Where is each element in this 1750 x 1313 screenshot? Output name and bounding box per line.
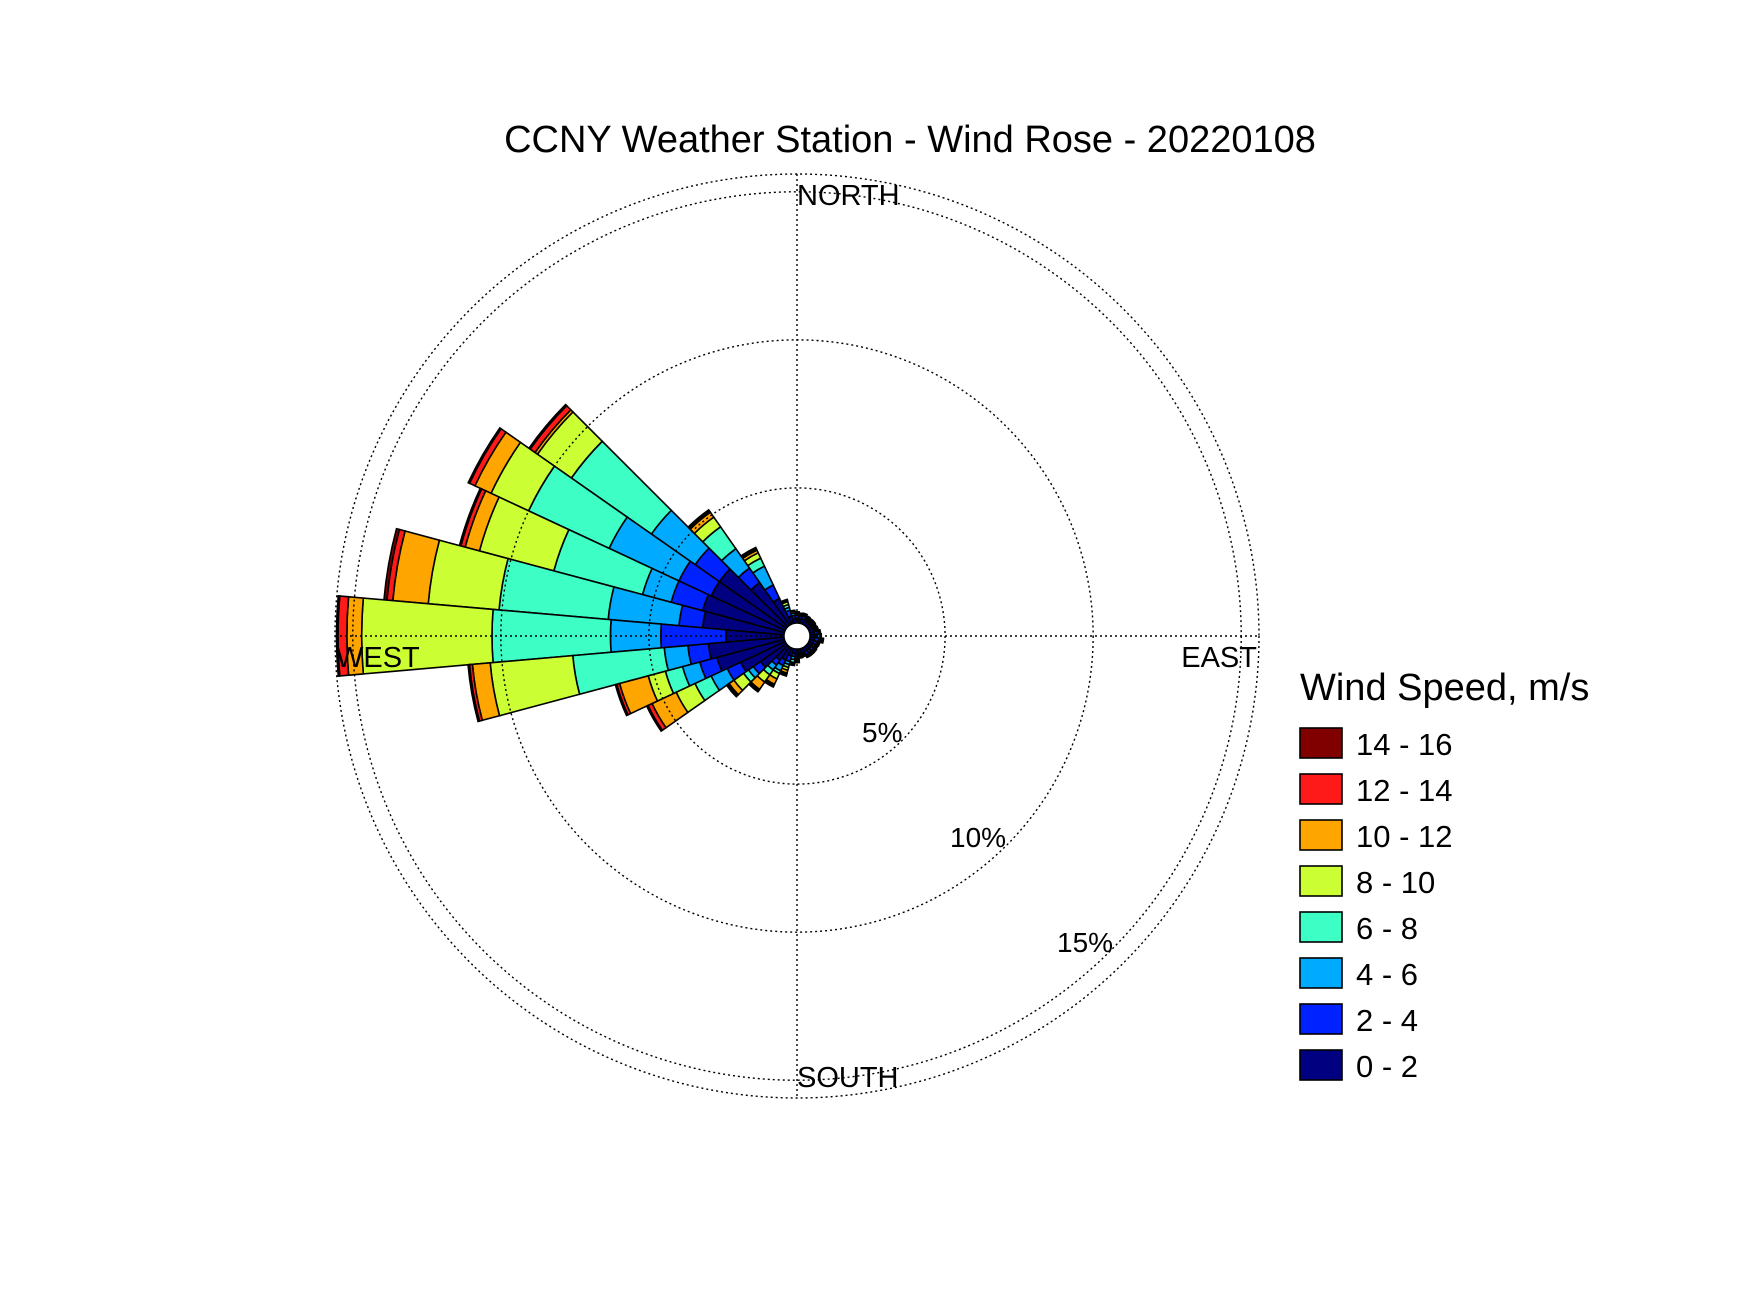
- petal-300-bin-7: [467, 426, 503, 485]
- legend: 14 - 16 12 - 14 10 - 12 8 - 10 6 - 8 4 - 6 2 -…: [1299, 727, 1453, 1084]
- petal-310-bin-7: [527, 403, 568, 451]
- petal-180-bin-5: [793, 660, 801, 664]
- legend-swatch-3: [1299, 865, 1343, 897]
- wind-rose-petals: [335, 403, 825, 733]
- legend-label-5: 4 - 6: [1356, 957, 1418, 992]
- petal-320: [686, 508, 798, 637]
- petal-200-bin-7: [778, 671, 788, 678]
- legend-label-7: 0 - 2: [1356, 1049, 1418, 1084]
- petal-320-bin-7: [686, 508, 711, 530]
- legend-title: Wind Speed, m/s: [1300, 667, 1589, 709]
- center-hole: [783, 622, 811, 650]
- legend-swatch-4: [1299, 911, 1343, 943]
- legend-label-1: 12 - 14: [1356, 773, 1453, 808]
- petal-260: [467, 635, 798, 723]
- petal-290: [458, 487, 798, 637]
- petal-270-bin-7: [335, 594, 341, 678]
- legend-label-2: 10 - 12: [1356, 819, 1453, 854]
- petal-260-bin-4: [489, 654, 581, 717]
- legend-swatch-2: [1299, 819, 1343, 851]
- east-label: EAST: [1181, 642, 1257, 674]
- ring-label-15: 15%: [1057, 927, 1113, 958]
- legend-label-4: 6 - 8: [1356, 911, 1418, 946]
- petal-280-bin-7: [383, 527, 401, 601]
- west-label: WEST: [336, 642, 420, 674]
- petal-290-bin-7: [458, 487, 483, 547]
- petal-190-bin-5: [788, 662, 796, 667]
- petal-260-bin-7: [467, 663, 481, 723]
- petal-210-bin-7: [763, 679, 775, 689]
- legend-label-3: 8 - 10: [1356, 865, 1435, 900]
- ring-label-10: 10%: [950, 822, 1006, 853]
- legend-label-0: 14 - 16: [1356, 727, 1453, 762]
- petal-100-bin-5: [821, 637, 825, 644]
- chart-title: CCNY Weather Station - Wind Rose - 20220…: [504, 119, 1316, 161]
- legend-label-6: 2 - 4: [1356, 1003, 1418, 1038]
- legend-swatch-0: [1299, 727, 1343, 759]
- legend-swatch-5: [1299, 957, 1343, 989]
- legend-swatch-6: [1299, 1003, 1343, 1035]
- petal-80-bin-4: [818, 628, 822, 635]
- north-label: NORTH: [797, 180, 900, 212]
- petal-270: [335, 594, 798, 678]
- legend-swatch-7: [1299, 1049, 1343, 1081]
- legend-swatch-1: [1299, 773, 1343, 805]
- petal-280: [383, 527, 798, 637]
- petal-230-bin-7: [725, 683, 739, 698]
- petal-220-bin-7: [747, 681, 760, 693]
- petal-330-bin-7: [739, 546, 758, 559]
- ring-label-5: 5%: [862, 717, 902, 748]
- petal-240-bin-7: [645, 704, 664, 733]
- south-label: SOUTH: [797, 1062, 899, 1094]
- petal-250-bin-7: [614, 683, 629, 717]
- petal-300: [467, 426, 798, 637]
